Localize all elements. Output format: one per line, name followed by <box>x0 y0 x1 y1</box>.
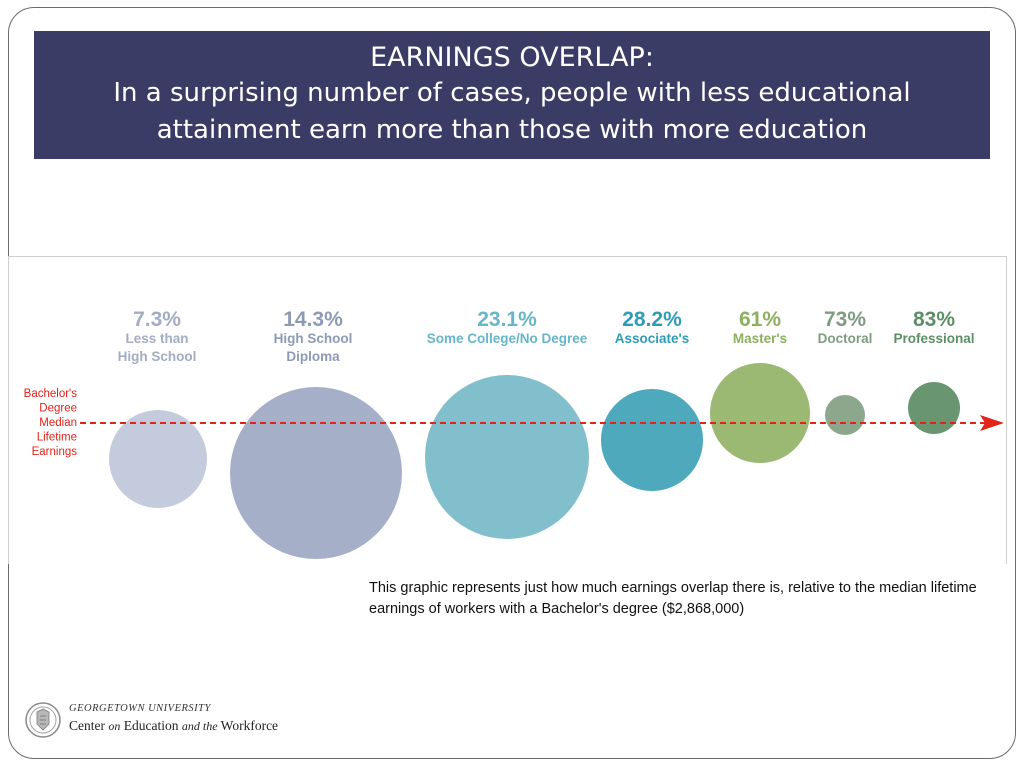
category-value: 61% <box>739 308 781 331</box>
reference-line-label: Earnings <box>32 446 78 458</box>
category-value: 73% <box>824 308 866 331</box>
category-label: Diploma <box>286 349 340 364</box>
category-label: Some College/No Degree <box>427 331 588 346</box>
category-value: 14.3% <box>283 308 343 331</box>
university-seal-icon <box>25 702 61 738</box>
category-label: Professional <box>893 331 974 346</box>
chart-caption: This graphic represents just how much ea… <box>369 580 977 617</box>
center-name-part: Center <box>69 718 105 733</box>
center-name-part: Education <box>123 718 179 733</box>
category-value: 7.3% <box>133 308 181 331</box>
chart-title: EARNINGS OVERLAP: <box>370 42 654 73</box>
arrow-head-icon <box>980 415 1004 431</box>
bubble <box>908 382 960 434</box>
center-name: Center on Education and the Workforce <box>69 718 278 734</box>
reference-line-label: Degree <box>39 403 77 415</box>
university-name: GEORGETOWN UNIVERSITY <box>69 703 211 714</box>
category-label: Doctoral <box>818 331 873 346</box>
category-label: High School <box>118 349 197 364</box>
center-name-part: and the <box>181 719 218 733</box>
bubble <box>601 389 703 491</box>
chart-subtitle-line-2: attainment earn more than those with mor… <box>156 115 868 145</box>
category-value: 23.1% <box>477 308 537 331</box>
reference-line-label: Lifetime <box>37 432 77 444</box>
bubble <box>425 375 589 539</box>
category-label: Less than <box>125 331 188 346</box>
category-label: High School <box>274 331 353 346</box>
bubble <box>710 363 810 463</box>
bubble <box>825 395 865 435</box>
category-value: 28.2% <box>622 308 682 331</box>
title-banner: EARNINGS OVERLAP: In a surprising number… <box>34 31 990 159</box>
center-name-part: Workforce <box>220 718 279 733</box>
bubble <box>230 387 402 559</box>
center-name-part: on <box>108 719 121 733</box>
reference-line-label: Bachelor's <box>24 388 78 400</box>
reference-line-label: Median <box>39 417 77 429</box>
category-value: 83% <box>913 308 955 331</box>
georgetown-cew-logo: GEORGETOWN UNIVERSITY Center on Educatio… <box>24 697 304 747</box>
bubble <box>109 410 207 508</box>
chart-subtitle-line-1: In a surprising number of cases, people … <box>113 78 911 108</box>
category-label: Master's <box>733 331 787 346</box>
chart-panel <box>8 256 1007 564</box>
category-label: Associate's <box>615 331 690 346</box>
